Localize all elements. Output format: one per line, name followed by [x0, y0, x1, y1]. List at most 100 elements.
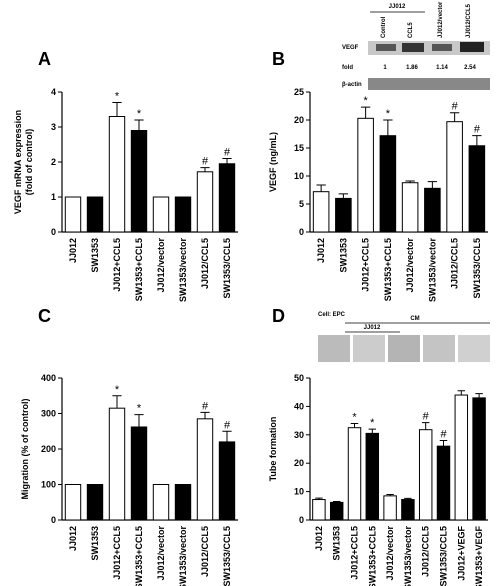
blot-row: β-actin: [342, 82, 362, 88]
bar: [383, 495, 397, 521]
x-tick-label: JJ012/vector: [385, 526, 395, 581]
x-tick-label: JJ012: [68, 238, 78, 263]
y-axis-label: VEGF (ng/mL): [268, 132, 278, 192]
x-tick-label: JJ012/CCL5: [200, 238, 210, 289]
significance-label: #: [452, 101, 459, 113]
blot-band: [376, 44, 396, 51]
error-bar: [427, 181, 438, 189]
tube-cm: CM: [410, 316, 419, 322]
x-tick-label: SW1353/vector: [178, 526, 188, 586]
x-tick-label: SW1353: [90, 526, 100, 561]
y-axis-label: Migration (% of control): [20, 399, 30, 500]
blot-fold: 1.14: [436, 65, 448, 71]
blot-row: fold: [342, 65, 353, 71]
y-tick-label: 10: [294, 487, 304, 497]
tube-image: [423, 335, 455, 362]
error-bar: [134, 119, 144, 131]
bar: [424, 187, 441, 233]
y-tick-label: 300: [41, 409, 56, 419]
bar: [218, 441, 236, 521]
blot-band: [402, 43, 424, 52]
error-bar: [316, 184, 326, 192]
error-bar: [200, 411, 210, 419]
error-bar: [439, 439, 448, 447]
x-tick-label: SW1353+VEGF: [474, 526, 484, 586]
x-tick-label: SW1353+CCL5: [367, 526, 377, 586]
tube-group: JJ012: [364, 325, 381, 331]
x-tick-label: SW1353: [90, 238, 100, 273]
y-tick-label: 25: [294, 87, 304, 97]
y-tick-label: 1: [51, 192, 56, 202]
error-bar: [405, 180, 415, 183]
bar: [108, 116, 126, 233]
significance-label: *: [115, 91, 120, 103]
significance-label: *: [115, 384, 120, 396]
y-axis-label: (fold of control): [24, 129, 34, 195]
y-axis-label: Tube formation: [268, 417, 278, 482]
error-bar: [386, 493, 394, 496]
x-tick-label: JJ012: [316, 238, 326, 263]
y-tick-label: 5: [299, 199, 304, 209]
x-tick-label: JJ012/CCL5: [200, 526, 210, 577]
bar: [436, 445, 451, 521]
y-tick-label: 2: [51, 157, 56, 167]
bar: [218, 163, 236, 233]
error-bar: [475, 393, 483, 398]
error-bar: [200, 167, 210, 172]
bar: [312, 499, 326, 521]
bar: [418, 429, 433, 521]
error-bar: [338, 193, 349, 199]
bar: [86, 484, 104, 521]
error-bar: [112, 395, 122, 409]
error-bar: [368, 428, 377, 434]
significance-label: *: [363, 95, 368, 107]
bar: [347, 427, 362, 521]
bar: [130, 130, 148, 233]
error-bar: [350, 422, 359, 428]
bar: [312, 191, 330, 233]
significance-label: *: [370, 417, 375, 429]
y-tick-label: 20: [294, 458, 304, 468]
bar: [64, 196, 82, 233]
x-tick-label: SW1353+CCL5: [134, 238, 144, 301]
bar: [446, 121, 463, 233]
y-tick-label: 15: [294, 143, 304, 153]
y-tick-label: 0: [51, 227, 56, 237]
x-tick-label: JJ012+CCL5: [361, 238, 371, 292]
bar: [468, 145, 486, 233]
x-tick-label: SW1353/vector: [427, 238, 437, 303]
error-bar: [449, 112, 460, 122]
bar: [152, 484, 170, 521]
panel-letter: C: [38, 306, 51, 326]
tube-image: [388, 335, 420, 362]
significance-label: *: [137, 403, 142, 415]
x-tick-label: SW1353/CCL5: [439, 526, 449, 586]
x-tick-label: JJ012+CCL5: [112, 238, 122, 292]
y-tick-label: 50: [294, 373, 304, 383]
x-tick-label: JJ012/vector: [405, 238, 415, 293]
y-tick-label: 40: [294, 401, 304, 411]
significance-label: *: [137, 108, 142, 120]
x-tick-label: JJ012+VEGF: [456, 526, 466, 581]
blot-column: JJ012/CCL5: [466, 3, 472, 38]
y-tick-label: 0: [299, 515, 304, 525]
y-tick-label: 400: [41, 373, 56, 383]
panel-letter: A: [38, 49, 51, 69]
bar: [86, 196, 104, 233]
error-bar: [134, 414, 144, 427]
blot-band: [368, 41, 490, 55]
error-bar: [112, 102, 122, 117]
bar: [174, 196, 192, 233]
bar: [401, 499, 415, 521]
y-tick-label: 10: [294, 171, 304, 181]
bar: [454, 394, 469, 521]
x-tick-label: SW1353+CCL5: [383, 238, 393, 301]
x-tick-label: SW1353/vector: [178, 238, 188, 303]
significance-label: #: [440, 428, 447, 440]
blot-inset: JJ012 Control CCL5 JJ012/vector JJ012/CC…: [342, 1, 490, 90]
bar: [196, 171, 214, 233]
error-bar: [315, 497, 323, 500]
bar: [108, 407, 126, 521]
error-bar: [421, 422, 430, 430]
